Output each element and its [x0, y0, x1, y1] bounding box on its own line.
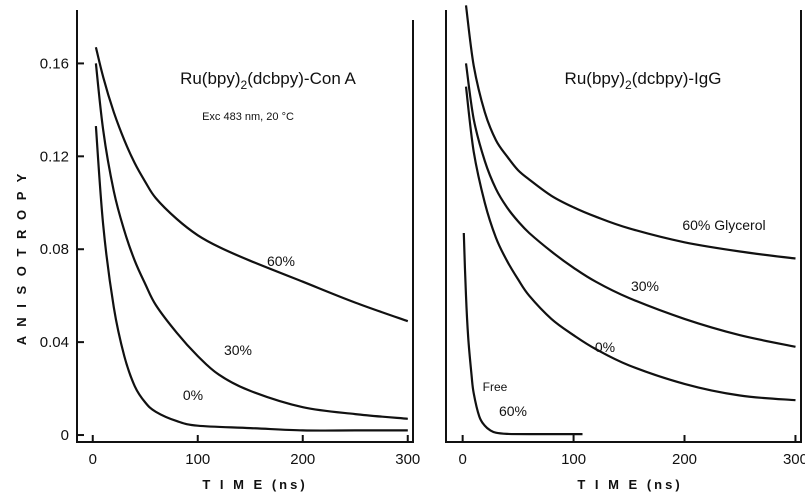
right-label-free: Free: [483, 380, 508, 394]
panel-igg: Ru(bpy)2(dcbpy)-IgG 0 100 200 300 60% Glyce…: [445, 5, 805, 492]
right-panel-title: Ru(bpy)2(dcbpy)-IgG: [565, 69, 722, 92]
left-label-30: 30%: [224, 342, 252, 358]
left-curve-30: [94, 63, 408, 420]
right-label-0: 0%: [595, 339, 615, 355]
left-x-tick-label: 200: [290, 451, 315, 468]
left-curves: [94, 46, 409, 432]
left-y-ticks: 0 0.04 0.08 0.12 0.16: [40, 55, 84, 444]
left-curve-60: [94, 46, 409, 323]
left-panel-title: Ru(bpy)2(dcbpy)-Con A: [180, 69, 356, 92]
right-x-tick-label: 300: [783, 451, 805, 468]
left-panel-frame: [76, 10, 414, 443]
right-x-tick-label: 100: [561, 451, 586, 468]
right-x-tick-label: 200: [672, 451, 697, 468]
left-y-tick-label: 0.16: [40, 55, 69, 72]
right-curve-60-glycerol: [464, 5, 796, 260]
right-label-glycerol: 60% Glycerol: [682, 217, 765, 233]
right-x-tick-label: 0: [458, 451, 466, 468]
left-y-tick-label: 0.12: [40, 148, 69, 165]
right-curve-free-60: [462, 232, 583, 436]
left-panel-subtitle: Exc 483 nm, 20 °C: [202, 111, 294, 123]
left-y-tick-label: 0.08: [40, 241, 69, 258]
left-label-0: 0%: [183, 387, 203, 403]
panel-con-a: Ru(bpy)2(dcbpy)-Con A Exc 483 nm, 20 °C …: [40, 10, 420, 492]
right-panel-frame: [445, 10, 802, 443]
right-x-axis-title: T I M E (ns): [577, 477, 682, 492]
left-curve-0: [94, 126, 408, 432]
right-curve-0: [464, 86, 796, 402]
right-label-free-60: 60%: [499, 403, 527, 419]
left-x-ticks: 0 100 200 300: [89, 435, 420, 468]
left-x-tick-label: 300: [395, 451, 420, 468]
left-y-tick-label: 0.04: [40, 334, 69, 351]
left-x-tick-label: 100: [185, 451, 210, 468]
left-label-60: 60%: [267, 253, 295, 269]
right-label-30: 30%: [631, 278, 659, 294]
left-y-tick-label: 0: [61, 427, 69, 444]
y-axis-title: A N I S O T R O P Y: [14, 171, 29, 346]
left-x-tick-label: 0: [89, 451, 97, 468]
left-x-axis-title: T I M E (ns): [202, 477, 307, 492]
right-x-ticks: 0 100 200 300: [458, 435, 805, 468]
right-curves: [462, 5, 796, 436]
right-curve-30: [464, 63, 796, 348]
